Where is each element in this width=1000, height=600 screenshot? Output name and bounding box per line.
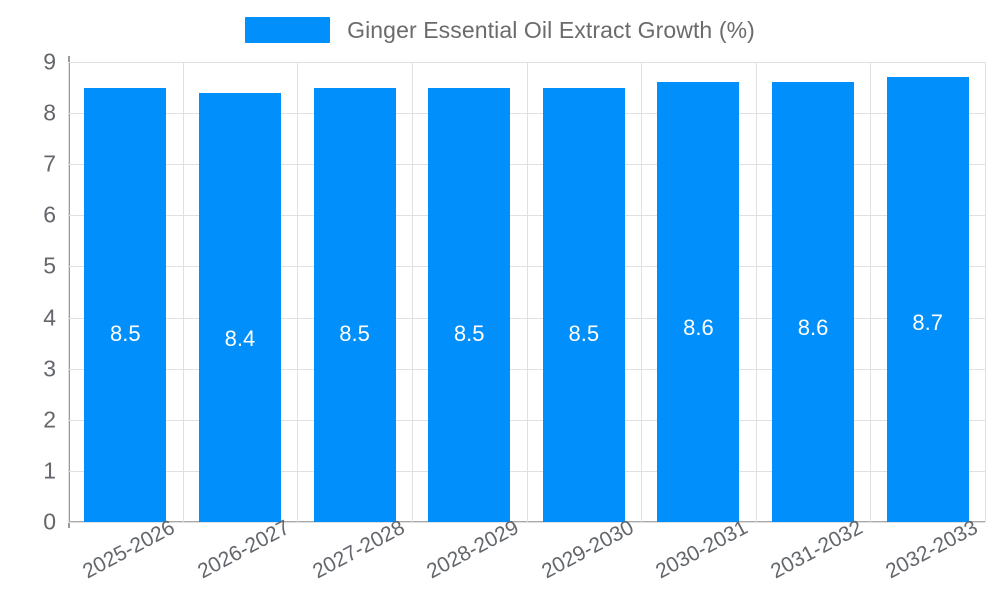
x-axis-tick-label[interactable]: 2027-2028 (308, 515, 409, 584)
bar-slot: 8.6 (756, 62, 871, 522)
gridlines (68, 62, 986, 523)
bar-value-label: 8.6 (683, 315, 714, 341)
bar-slot: 8.5 (527, 62, 642, 522)
x-axis-tick-slot: 2030-2031 (641, 516, 756, 600)
bar[interactable]: 8.5 (313, 87, 396, 522)
y-axis-tick-label: 9 (43, 48, 56, 75)
vertical-gridline (641, 62, 643, 522)
bar-slot: 8.5 (297, 62, 412, 522)
bar-value-label: 8.5 (110, 320, 141, 346)
bar[interactable]: 8.6 (657, 82, 740, 522)
x-axis-tick-slot: 2029-2030 (527, 516, 642, 600)
vertical-gridline (985, 62, 986, 522)
bar-value-label: 8.6 (797, 315, 829, 341)
bar[interactable]: 8.5 (542, 87, 625, 522)
x-axis-tick-label[interactable]: 2030-2031 (652, 515, 752, 584)
bar-value-label: 8.5 (568, 320, 600, 346)
x-axis-tick-slot: 2032-2033 (870, 516, 985, 600)
bar[interactable]: 8.5 (84, 87, 167, 522)
bar-slot: 8.5 (68, 62, 183, 522)
bar[interactable]: 8.6 (772, 82, 855, 522)
y-axis-tick-label: 5 (43, 252, 56, 279)
bar-value-label: 8.5 (339, 320, 370, 346)
bar-value-label: 8.7 (912, 310, 943, 336)
vertical-gridline (526, 62, 528, 522)
x-axis-tick-label[interactable]: 2031-2032 (767, 515, 867, 584)
y-axis-tick-label: 7 (43, 150, 56, 177)
legend-series-label[interactable]: Ginger Essential Oil Extract Growth (%) (347, 16, 755, 43)
bar[interactable]: 8.4 (198, 92, 281, 522)
vertical-gridline (297, 62, 299, 522)
vertical-gridline (68, 62, 69, 522)
x-axis-tick-label[interactable]: 2029-2030 (537, 515, 638, 584)
x-axis-labels: 2025-2026 2026-2027 2027-2028 2028-2029 2029… (68, 516, 985, 600)
bar-series: 8.5 8.4 8.5 8.5 8.5 8.6 8.6 8.7 (68, 62, 985, 522)
x-axis-tick-label[interactable]: 2028-2029 (423, 515, 523, 584)
horizontal-gridline (68, 522, 985, 523)
bar-slot: 8.7 (870, 62, 985, 522)
x-axis-tick-label[interactable]: 2025-2026 (79, 515, 179, 584)
plot-area: 8.5 8.4 8.5 8.5 8.5 8.6 8.6 8.7 (68, 62, 986, 523)
x-axis-tick-slot: 2031-2032 (756, 516, 871, 600)
y-axis-tick-label: 3 (43, 355, 56, 382)
vertical-gridline (411, 62, 413, 522)
bar-slot: 8.5 (412, 62, 527, 522)
x-axis-tick-slot: 2027-2028 (297, 516, 412, 600)
y-axis-tick-label: 8 (43, 99, 56, 126)
y-axis-tick-label: 4 (43, 304, 56, 331)
vertical-gridline (755, 62, 757, 522)
bar-value-label: 8.4 (224, 325, 256, 351)
bar[interactable]: 8.5 (428, 87, 511, 522)
y-axis-line (68, 56, 70, 528)
bar-value-label: 8.5 (453, 320, 485, 346)
y-axis-labels: 0 1 2 3 4 5 6 7 8 9 (0, 49, 56, 535)
x-axis-tick-label[interactable]: 2032-2033 (881, 515, 982, 584)
x-axis-tick-slot: 2026-2027 (183, 516, 298, 600)
x-axis-tick-slot: 2025-2026 (68, 516, 183, 600)
bar[interactable]: 8.7 (886, 77, 969, 522)
y-axis-tick-label: 2 (43, 406, 56, 433)
bar-slot: 8.4 (183, 62, 298, 522)
bar-slot: 8.6 (641, 62, 756, 522)
chart-legend: Ginger Essential Oil Extract Growth (%) (0, 10, 1000, 50)
x-axis-tick-label[interactable]: 2026-2027 (193, 515, 294, 584)
legend-color-swatch[interactable] (245, 17, 331, 43)
y-axis-tick-label: 1 (43, 457, 56, 484)
y-axis-tick-label: 0 (43, 508, 56, 535)
y-axis-tick-label: 6 (43, 201, 56, 228)
vertical-gridline (870, 62, 872, 522)
x-axis-tick-slot: 2028-2029 (412, 516, 527, 600)
vertical-gridline (182, 62, 184, 522)
